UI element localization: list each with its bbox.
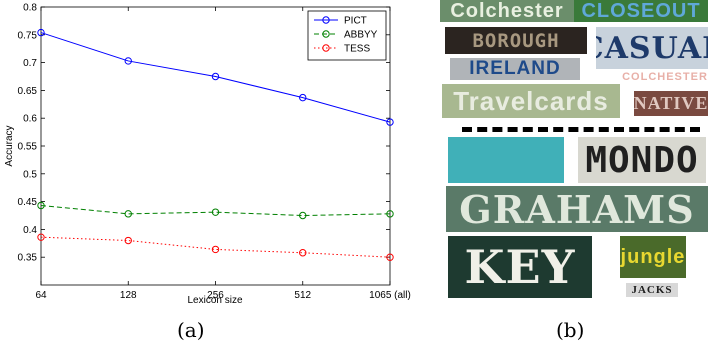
sample-image-tile: CASUAL	[596, 27, 708, 69]
legend-box	[307, 10, 387, 61]
x-tick-label: 512	[294, 290, 311, 301]
y-tick-label: 0.35	[18, 253, 38, 264]
data-point-pict	[386, 118, 394, 126]
data-point-tess	[37, 233, 45, 241]
sample-image-tile: BOROUGH	[445, 27, 587, 54]
data-point-tess	[299, 249, 307, 257]
legend-label-pict: PICT	[344, 16, 367, 27]
series-line-abbyy	[40, 204, 391, 217]
data-point-tess	[124, 236, 132, 245]
sample-image-tile: Travelcards	[442, 84, 620, 118]
data-point-abbyy	[211, 208, 220, 216]
legend-label-abbyy: ABBYY	[344, 30, 378, 41]
legend-marker-tess	[322, 44, 330, 52]
y-axis-label: Accuracy	[4, 125, 15, 166]
sample-image-text: Colchester	[450, 0, 564, 22]
caption-a: (a)	[177, 318, 205, 342]
sample-image-text: CASUAL	[596, 30, 708, 66]
x-tick-label: 1065 (all)	[369, 290, 411, 301]
sample-image-text: JACKS	[631, 284, 673, 296]
sample-image-text: GRAHAMS	[459, 186, 695, 232]
y-tick-label: 0.45	[18, 197, 38, 208]
x-axis-label: Lexicon size	[187, 295, 242, 306]
data-point-abbyy	[124, 210, 132, 218]
sample-image-text: NATIVE	[634, 93, 708, 113]
y-tick-label: 0.6	[23, 114, 37, 125]
y-tick-label: 0.8	[23, 3, 37, 14]
sample-image-text: CLOSEOUT	[581, 0, 701, 22]
data-point-abbyy	[37, 201, 45, 210]
data-point-tess	[211, 245, 220, 254]
y-tick-label: 0.75	[18, 30, 38, 41]
data-point-tess	[386, 253, 394, 261]
sample-image-tile: jungle	[620, 236, 686, 278]
data-point-pict	[37, 28, 45, 37]
x-tick-label: 256	[207, 290, 224, 301]
data-point-pict	[299, 93, 307, 102]
sample-image-text: COLCHESTER	[622, 71, 708, 83]
legend-marker-abbyy	[322, 30, 330, 38]
sample-image-text: IRELAND	[469, 58, 561, 79]
sample-image-text: KEY	[464, 240, 576, 294]
sample-image-tile: CLOSEOUT	[574, 0, 708, 22]
sample-image-tile: MONDO	[578, 137, 706, 183]
data-point-abbyy	[386, 210, 394, 218]
separator-dashed-line	[462, 127, 700, 132]
caption-b: (b)	[556, 318, 585, 342]
legend-marker-pict	[322, 16, 330, 24]
sample-image-tile: JACKS	[626, 283, 678, 297]
sample-image-tile: IRELAND	[450, 58, 580, 80]
y-tick-label: 0.55	[18, 142, 38, 153]
data-point-pict	[211, 72, 220, 81]
data-point-pict	[124, 57, 132, 65]
legend: PICT ABBYY TESS	[307, 10, 387, 61]
sample-image-text: jungle	[620, 245, 686, 268]
data-point-abbyy	[299, 211, 307, 220]
sample-image-tile: GRAHAMS	[446, 186, 708, 232]
sample-image-tile: COLCHESTER	[622, 70, 708, 84]
y-tick-label: 0.7	[23, 58, 37, 69]
y-tick-label: 0.65	[18, 86, 38, 97]
series-line-pict	[40, 32, 391, 123]
accuracy-line-chart: 0.35 0.4 0.45 0.5 0.55 0.6 0.65 0.7 0.75 0.8 64 12…	[4, 3, 411, 307]
y-tick-label: 0.5	[23, 169, 37, 180]
sample-image-tile	[448, 137, 564, 183]
x-tick-label: 128	[120, 290, 137, 301]
legend-label-tess: TESS	[344, 44, 370, 55]
x-tick-label: 64	[35, 290, 47, 301]
y-tick-label: 0.4	[23, 225, 37, 236]
sample-image-tile: KEY	[448, 236, 592, 298]
sample-image-text: MONDO	[585, 139, 699, 181]
sample-image-text: BOROUGH	[472, 29, 560, 52]
sample-image-text: Travelcards	[453, 85, 609, 116]
sample-image-tile: NATIVE	[634, 91, 708, 116]
sample-image-tile: Colchester	[440, 0, 574, 22]
